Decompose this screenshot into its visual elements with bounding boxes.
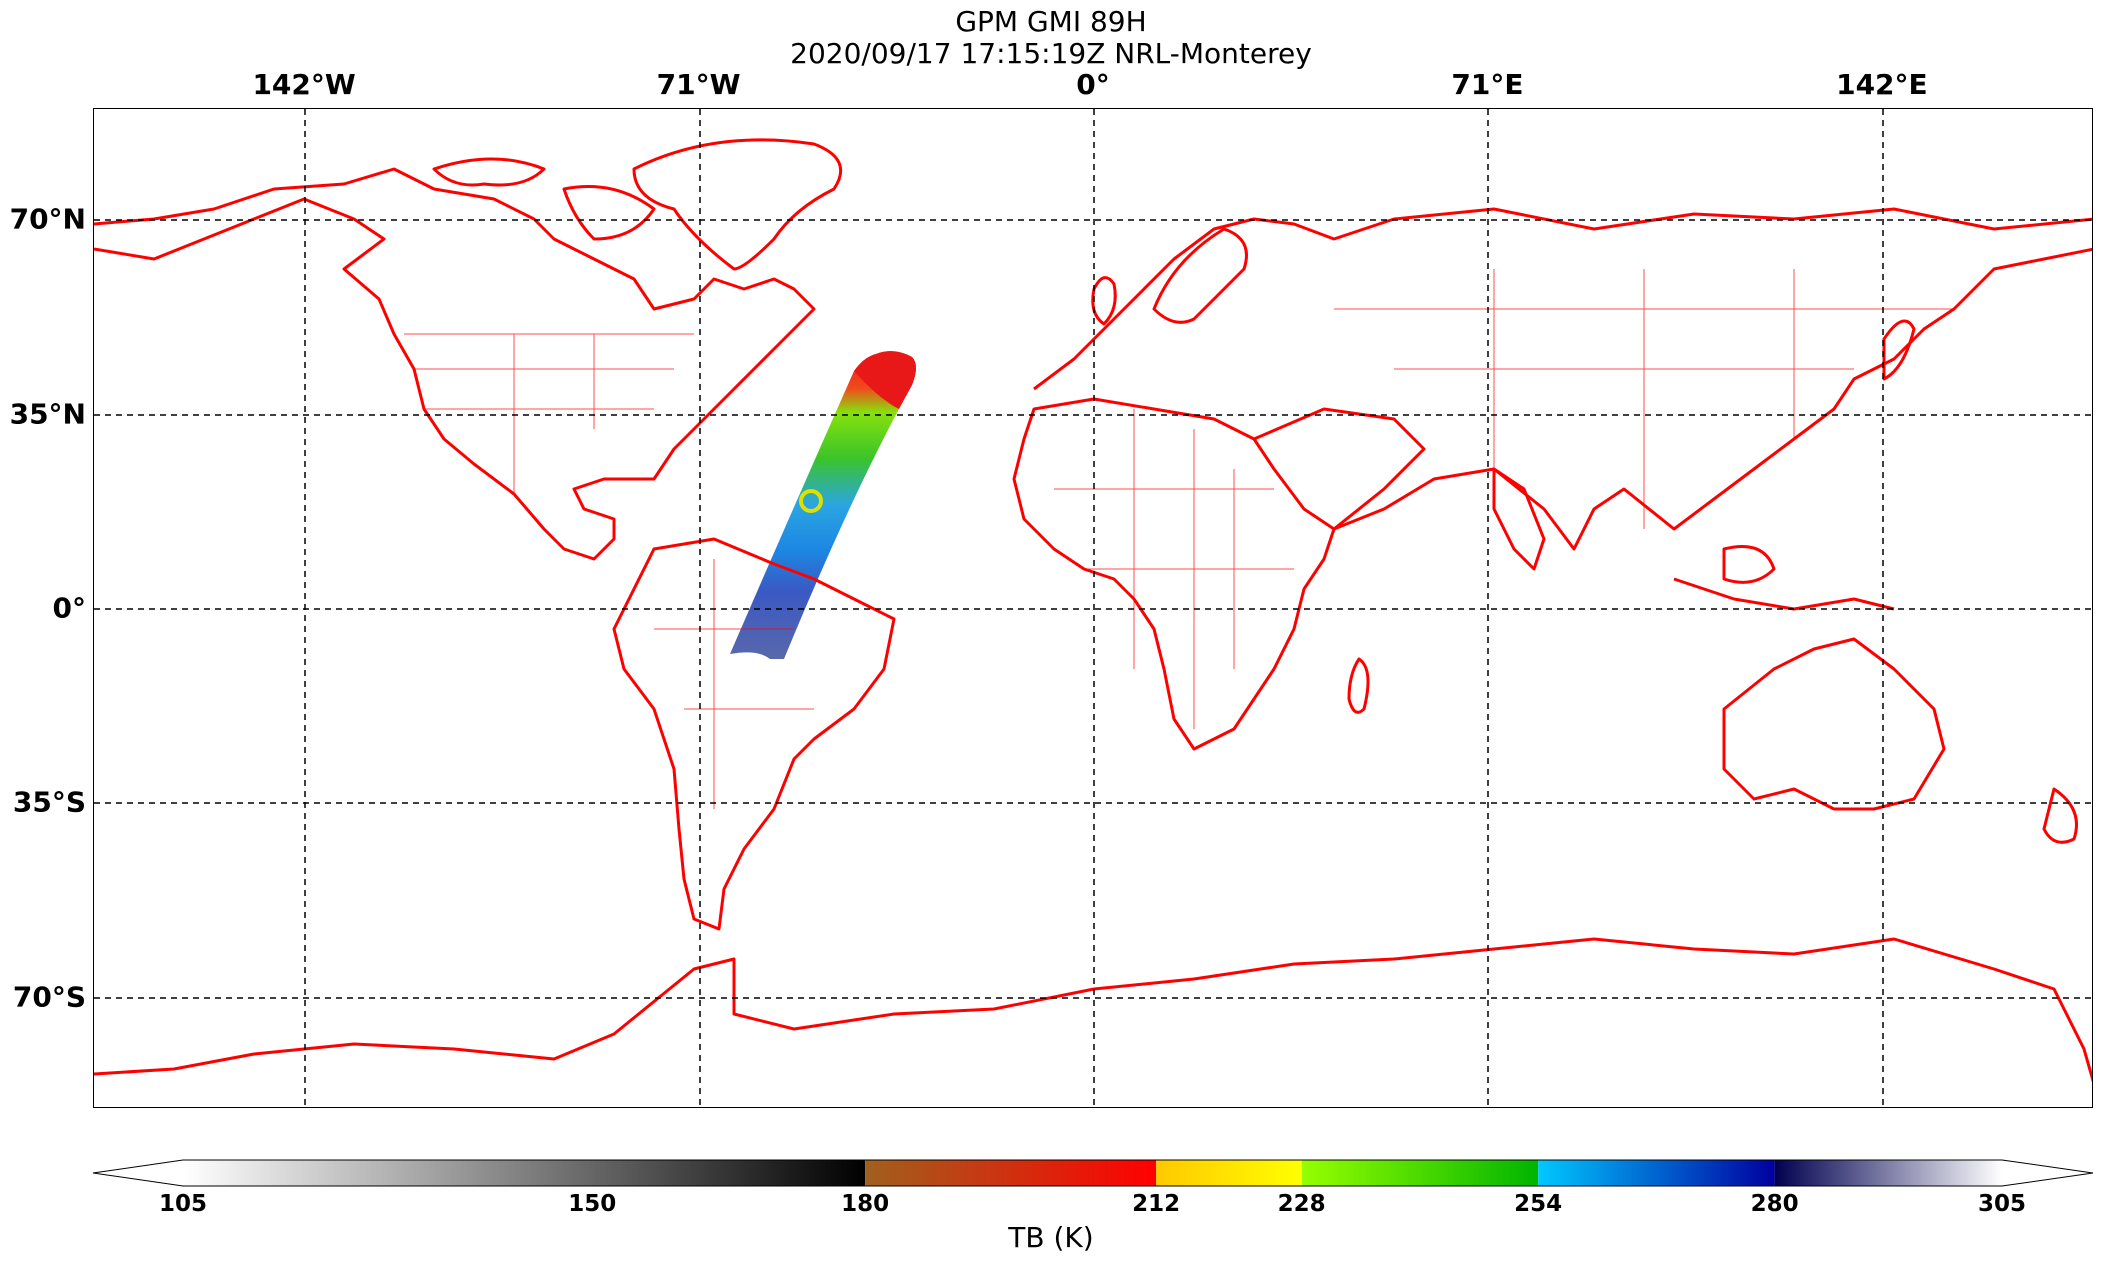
lat-label: 70°S — [12, 980, 86, 1014]
swath-red-region — [854, 351, 916, 409]
greenland-coast — [632, 138, 843, 271]
baffin-island-coast — [562, 185, 656, 241]
country-borders — [404, 269, 1954, 809]
colorbar-tick-label: 228 — [1277, 1191, 1326, 1217]
colorbar-outline — [92, 1159, 2094, 1187]
world-map — [94, 109, 2092, 1107]
madagascar-coast — [1347, 657, 1370, 714]
borneo-coast — [1722, 545, 1776, 584]
japan-coast — [1882, 319, 1916, 381]
lat-label: 35°S — [12, 785, 86, 819]
lon-label: 142°W — [252, 68, 356, 101]
map-subtitle: 2020/09/17 17:15:19Z NRL-Monterey — [790, 37, 1312, 70]
arabia-coast — [1253, 407, 1426, 531]
lat-label: 35°N — [9, 397, 86, 431]
lon-label: 71°E — [1451, 68, 1524, 101]
colorbar-segment — [1774, 1160, 2002, 1186]
map-panel — [93, 108, 2093, 1108]
colorbar-tick-label: 180 — [841, 1191, 890, 1217]
colorbar-tick-label: 254 — [1514, 1191, 1563, 1217]
satellite-swath — [730, 351, 916, 659]
indonesia-coast — [1673, 577, 1895, 611]
colorbar-tick-label: 212 — [1132, 1191, 1181, 1217]
gridlines — [94, 109, 2092, 1107]
great-britain-coast — [1091, 276, 1117, 326]
colorbar-segment — [1301, 1160, 1539, 1186]
colorbar-segment — [1538, 1160, 1775, 1186]
lat-label: 70°N — [9, 202, 86, 236]
colorbar-tick-label: 150 — [568, 1191, 617, 1217]
colorbar-label: TB (K) — [1008, 1221, 1094, 1254]
lon-label: 71°W — [656, 68, 741, 101]
map-title: GPM GMI 89H — [955, 5, 1147, 38]
india-coast — [1492, 467, 1546, 571]
north-america-coast — [94, 167, 816, 561]
europe-coast — [1033, 207, 2092, 391]
colorbar-segment — [183, 1160, 866, 1186]
south-america-coast — [612, 537, 896, 931]
lat-label: 0° — [52, 591, 86, 625]
new-zealand-coast — [2042, 787, 2078, 844]
arctic-islands-coast — [432, 157, 546, 187]
colorbar — [92, 1159, 2094, 1187]
africa-coast — [1012, 397, 1336, 751]
colorbar-tick-label: 105 — [158, 1191, 208, 1217]
colorbar-tick-label: 305 — [1977, 1191, 2027, 1217]
colorbar-tick-label: 280 — [1750, 1191, 1799, 1217]
storm-eye — [799, 489, 823, 513]
australia-coast — [1722, 637, 1946, 811]
colorbar-segment — [865, 1160, 1157, 1186]
colorbar-segment — [1156, 1160, 1302, 1186]
lon-label: 142°E — [1836, 68, 1928, 101]
asia-coast — [1333, 247, 2092, 551]
antarctica-coast — [94, 937, 2092, 1083]
lon-label: 0° — [1076, 68, 1110, 101]
coastlines — [94, 138, 2092, 1083]
scandinavia-coast — [1152, 227, 1248, 324]
